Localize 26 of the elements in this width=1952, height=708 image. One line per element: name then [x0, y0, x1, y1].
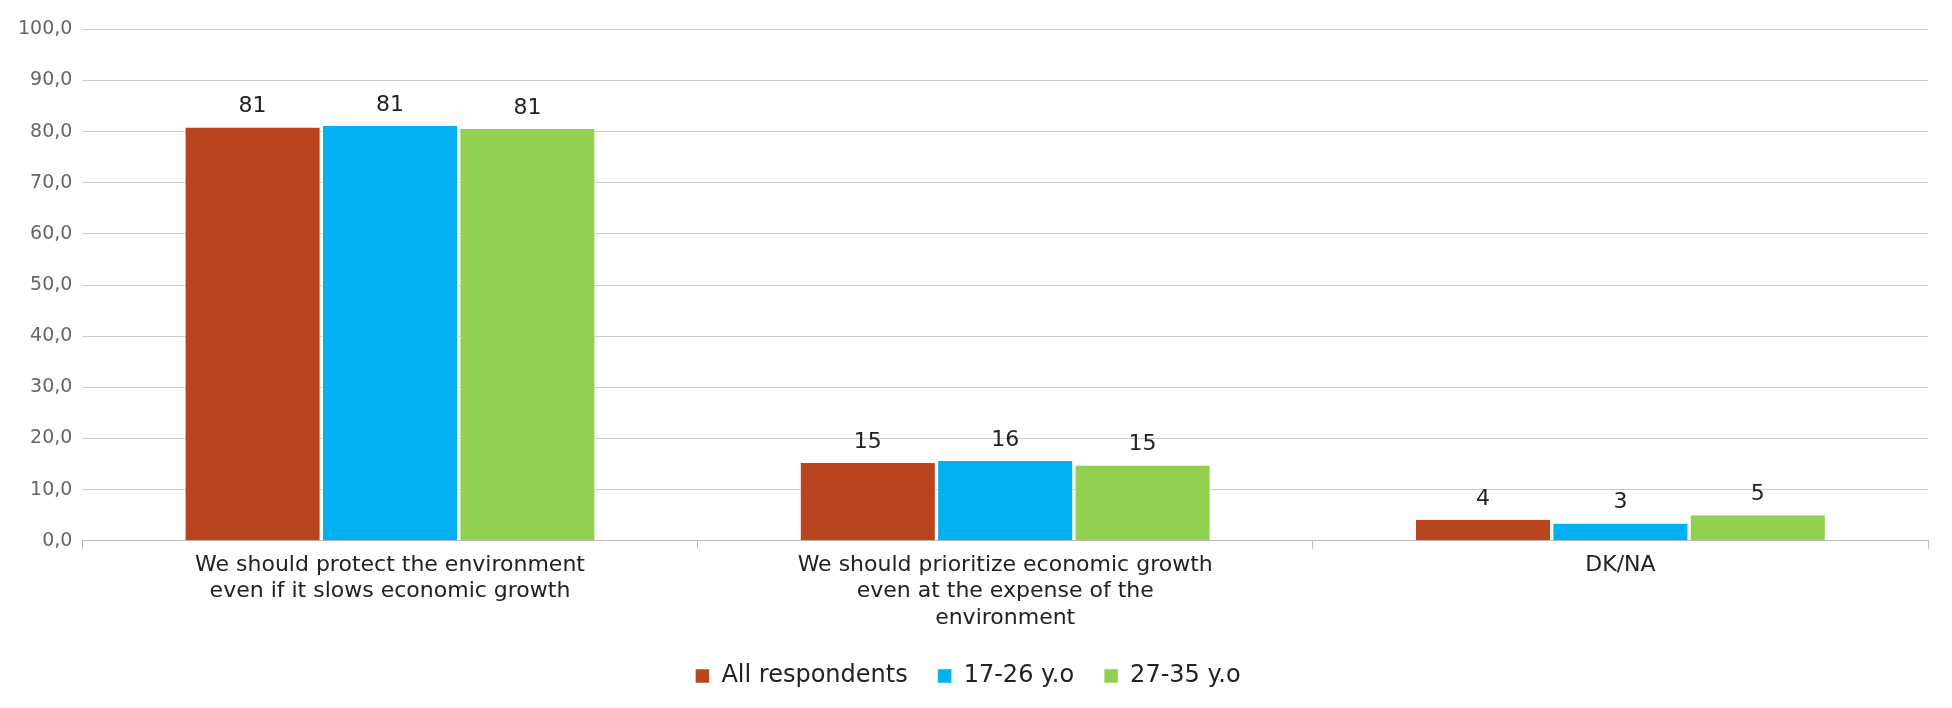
data-label: 81: [513, 93, 542, 119]
y-tick-label: 100,0: [17, 16, 73, 39]
data-label: 5: [1750, 479, 1765, 505]
y-tick-label: 90,0: [30, 67, 73, 90]
data-label: 81: [238, 92, 267, 118]
y-tick-label: 50,0: [30, 272, 73, 295]
x-tick-label: We should protect the environment even if it slows economic growth: [195, 550, 586, 603]
y-tick-label: 20,0: [30, 425, 73, 448]
data-label: 3: [1613, 488, 1628, 514]
legend-label: All respondents: [721, 660, 908, 689]
data-label: 15: [1128, 430, 1157, 456]
legend-label: 27-35 y.o: [1130, 660, 1241, 689]
y-tick-label: 70,0: [30, 169, 73, 192]
data-label: 81: [375, 90, 404, 116]
legend-label: 17-26 y.o: [963, 660, 1075, 689]
y-tick-label: 10,0: [30, 476, 73, 499]
data-label: 15: [853, 427, 882, 453]
x-tick-label: DK/NA: [1585, 550, 1656, 576]
y-tick-label: 80,0: [30, 118, 73, 141]
y-tick-label: 0,0: [42, 527, 73, 550]
x-tick-label: We should prioritize economic growth even at the expense of the environment: [797, 550, 1213, 629]
y-tick-label: 60,0: [30, 220, 73, 243]
data-label: 4: [1476, 484, 1490, 510]
data-label: 16: [991, 425, 1020, 451]
y-tick-label: 40,0: [30, 323, 73, 346]
y-tick-label: 30,0: [30, 374, 73, 397]
